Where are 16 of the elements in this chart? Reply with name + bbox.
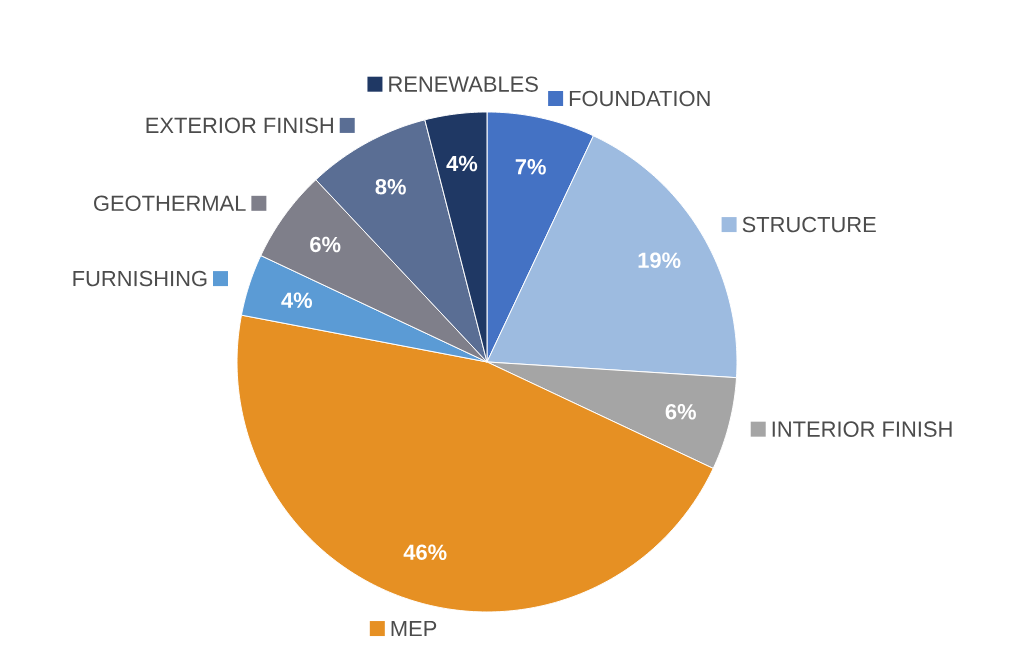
data-label: 7%: [515, 159, 546, 175]
legend-label: RENEWABLES: [389, 76, 538, 92]
legend-label: STRUCTURE: [742, 216, 876, 233]
legend-label: FOUNDATION: [569, 90, 710, 107]
data-label: 8%: [375, 178, 406, 195]
data-label: 46%: [403, 544, 447, 560]
legend-label: INTERIOR FINISH: [772, 421, 952, 437]
slice-label: EXTERIOR FINISH: [146, 117, 333, 134]
data-label: 19%: [638, 252, 681, 268]
slice-label: FURNISHING: [73, 270, 207, 287]
slice-label: GEOTHERMAL: [94, 195, 246, 212]
data-label: 4%: [281, 292, 313, 308]
data-label: 4%: [446, 155, 478, 172]
data-label: 6%: [310, 236, 341, 253]
data-label: 6%: [665, 403, 696, 420]
legend-label: MEP: [391, 620, 437, 637]
